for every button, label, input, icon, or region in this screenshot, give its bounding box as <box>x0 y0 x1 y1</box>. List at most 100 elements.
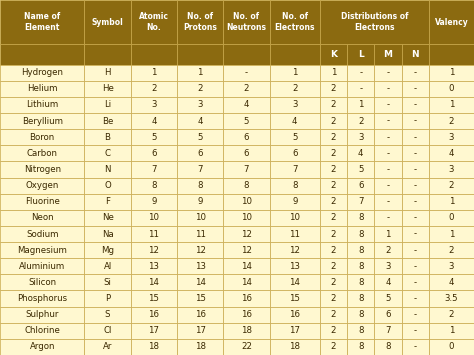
Bar <box>223 226 270 242</box>
Text: -: - <box>414 149 417 158</box>
Bar <box>401 242 429 258</box>
Bar <box>177 162 223 178</box>
Bar <box>131 307 177 323</box>
Text: Valency: Valency <box>435 18 468 27</box>
Bar <box>401 113 429 129</box>
Bar <box>429 290 474 307</box>
Bar <box>84 113 131 129</box>
Bar <box>177 178 223 194</box>
Bar <box>270 129 320 145</box>
Bar <box>177 242 223 258</box>
Text: K: K <box>330 50 337 59</box>
Bar <box>223 113 270 129</box>
Bar <box>320 0 429 44</box>
Text: Ar: Ar <box>103 343 112 351</box>
Text: 3: 3 <box>358 133 364 142</box>
Bar <box>347 145 374 162</box>
Bar <box>429 258 474 274</box>
Bar <box>131 81 177 97</box>
Bar <box>0 113 84 129</box>
Text: 9: 9 <box>151 197 156 206</box>
Bar <box>131 97 177 113</box>
Text: 3: 3 <box>151 100 157 109</box>
Text: 1: 1 <box>448 229 454 239</box>
Text: 2: 2 <box>448 246 454 255</box>
Bar <box>374 97 401 113</box>
Bar <box>320 323 347 339</box>
Text: -: - <box>414 116 417 126</box>
Text: He: He <box>101 84 114 93</box>
Text: Boron: Boron <box>29 133 55 142</box>
Text: 3: 3 <box>198 100 203 109</box>
Text: 8: 8 <box>358 294 364 303</box>
Text: -: - <box>414 262 417 271</box>
Bar <box>270 97 320 113</box>
Bar <box>347 242 374 258</box>
Bar <box>401 162 429 178</box>
Text: Na: Na <box>102 229 113 239</box>
Text: 1: 1 <box>448 197 454 206</box>
Bar <box>270 323 320 339</box>
Text: Phosphorus: Phosphorus <box>17 294 67 303</box>
Bar <box>0 242 84 258</box>
Bar <box>401 226 429 242</box>
Bar <box>84 290 131 307</box>
Text: 1: 1 <box>385 229 391 239</box>
Bar <box>223 323 270 339</box>
Text: 13: 13 <box>148 262 159 271</box>
Bar <box>374 113 401 129</box>
Bar <box>429 97 474 113</box>
Bar <box>401 97 429 113</box>
Bar <box>401 65 429 81</box>
Text: 7: 7 <box>244 165 249 174</box>
Bar <box>131 162 177 178</box>
Text: 16: 16 <box>241 310 252 319</box>
Bar <box>429 178 474 194</box>
Text: 14: 14 <box>289 278 300 287</box>
Bar <box>0 162 84 178</box>
Bar <box>429 145 474 162</box>
Bar <box>270 113 320 129</box>
Bar <box>131 290 177 307</box>
Bar <box>347 162 374 178</box>
Text: 8: 8 <box>358 343 364 351</box>
Text: -: - <box>414 213 417 222</box>
Text: 6: 6 <box>358 181 364 190</box>
Bar <box>177 307 223 323</box>
Text: 2: 2 <box>292 84 298 93</box>
Bar <box>401 290 429 307</box>
Text: -: - <box>386 197 390 206</box>
Text: -: - <box>386 213 390 222</box>
Bar <box>320 65 347 81</box>
Bar <box>223 65 270 81</box>
Text: 12: 12 <box>289 246 300 255</box>
Text: 14: 14 <box>241 262 252 271</box>
Text: 8: 8 <box>358 229 364 239</box>
Bar <box>347 194 374 210</box>
Text: 7: 7 <box>358 197 364 206</box>
Text: 5: 5 <box>244 116 249 126</box>
Text: 14: 14 <box>241 278 252 287</box>
Bar <box>223 178 270 194</box>
Bar <box>177 145 223 162</box>
Bar <box>429 339 474 355</box>
Bar <box>347 307 374 323</box>
Bar <box>131 258 177 274</box>
Text: 2: 2 <box>385 246 391 255</box>
Text: -: - <box>414 294 417 303</box>
Text: Magnesium: Magnesium <box>17 246 67 255</box>
Bar <box>401 178 429 194</box>
Bar <box>0 323 84 339</box>
Bar <box>131 210 177 226</box>
Text: -: - <box>386 116 390 126</box>
Text: 3: 3 <box>292 100 298 109</box>
Bar <box>84 65 131 81</box>
Text: N: N <box>104 165 111 174</box>
Bar <box>131 242 177 258</box>
Bar <box>320 162 347 178</box>
Text: 4: 4 <box>448 149 454 158</box>
Text: Silicon: Silicon <box>28 278 56 287</box>
Text: 12: 12 <box>241 246 252 255</box>
Bar <box>177 290 223 307</box>
Text: 15: 15 <box>148 294 159 303</box>
